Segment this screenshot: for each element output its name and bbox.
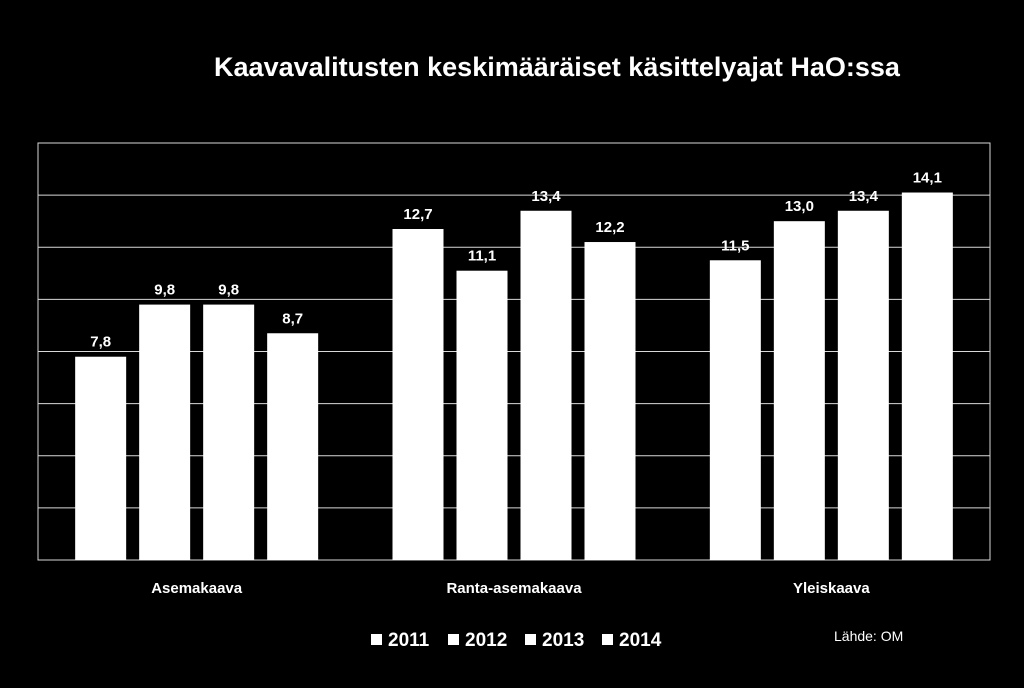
category-label: Asemakaava xyxy=(151,580,243,597)
bar-2011-asemakaava xyxy=(75,356,127,560)
legend-label: 2012 xyxy=(465,630,507,651)
data-label: 9,8 xyxy=(218,282,239,299)
bar-2014-yleiskaava xyxy=(901,192,953,561)
bar-2013-yleiskaava xyxy=(837,210,889,560)
plot-area: 7,8 9,8 9,8 8,7 Asemakaava 12,7 11,1 13,4 12,2 Ra… xyxy=(37,142,991,597)
bar-2012-ranta-asemakaava xyxy=(456,270,508,560)
legend: 2011 2012 2013 2014 xyxy=(371,630,662,651)
data-label: 13,4 xyxy=(531,188,561,205)
category-label: Yleiskaava xyxy=(793,580,870,597)
legend-label: 2014 xyxy=(619,630,662,651)
data-label: 11,1 xyxy=(468,248,496,265)
data-label: 14,1 xyxy=(913,170,942,187)
bar-2014-asemakaava xyxy=(267,333,319,560)
data-label: 7,8 xyxy=(90,334,111,351)
legend-swatch xyxy=(371,634,382,645)
bar-2012-yleiskaava xyxy=(773,221,825,560)
bar-2012-asemakaava xyxy=(139,304,191,560)
data-label: 9,8 xyxy=(154,282,175,299)
legend-swatch xyxy=(525,634,536,645)
category-label: Ranta-asemakaava xyxy=(446,580,582,597)
data-label: 13,4 xyxy=(849,188,879,205)
data-label: 12,2 xyxy=(595,219,624,236)
data-label: 13,0 xyxy=(785,198,814,215)
data-label: 12,7 xyxy=(403,206,432,223)
bar-2011-yleiskaava xyxy=(709,260,761,560)
data-label: 8,7 xyxy=(282,310,303,327)
legend-label: 2011 xyxy=(388,630,430,651)
data-label: 11,5 xyxy=(721,237,749,254)
bar-2011-ranta-asemakaava xyxy=(392,229,444,560)
legend-swatch xyxy=(602,634,613,645)
bar-2014-ranta-asemakaava xyxy=(584,242,636,560)
chart-title: Kaavavalitusten keskimääräiset käsittely… xyxy=(214,52,901,82)
legend-swatch xyxy=(448,634,459,645)
legend-label: 2013 xyxy=(542,630,584,651)
bar-2013-ranta-asemakaava xyxy=(520,210,572,560)
bar-2013-asemakaava xyxy=(203,304,255,560)
source-note: Lähde: OM xyxy=(834,628,903,644)
